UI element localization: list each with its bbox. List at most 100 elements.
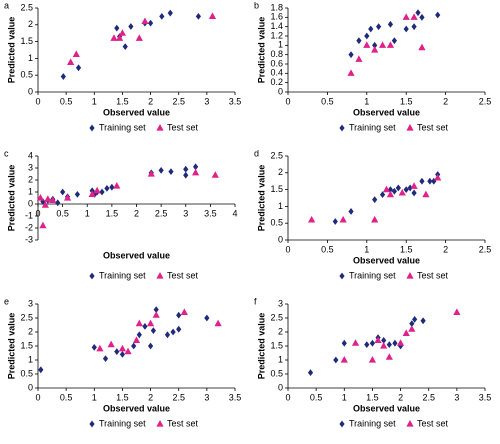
x-axis-title: Observed value xyxy=(103,250,170,260)
y-tick-label: 3 xyxy=(278,298,283,308)
point xyxy=(204,314,210,322)
x-tick-label: 1 xyxy=(92,96,97,106)
point xyxy=(135,319,143,327)
x-tick-label: 3 xyxy=(183,208,188,218)
y-tick-label: 3 xyxy=(28,298,33,308)
point xyxy=(147,19,154,27)
y-tick-label: 2.5 xyxy=(270,312,283,322)
panel-label: f xyxy=(254,296,257,306)
legend-marker xyxy=(339,124,345,132)
x-axis-title: Observed value xyxy=(353,107,420,117)
point xyxy=(333,356,339,364)
point xyxy=(147,170,155,177)
x-tick-label: 2 xyxy=(443,244,448,254)
point xyxy=(114,24,120,32)
panel-label: a xyxy=(4,0,9,10)
point xyxy=(167,9,173,17)
point xyxy=(49,196,57,203)
point xyxy=(63,194,72,201)
point xyxy=(72,50,80,57)
point xyxy=(91,344,97,351)
point xyxy=(60,188,66,196)
legend-label: Training set xyxy=(349,418,396,428)
point xyxy=(183,165,189,173)
point xyxy=(183,171,189,179)
y-tick-label: 2.5 xyxy=(20,2,33,12)
x-tick-label: 1 xyxy=(85,208,90,218)
point xyxy=(364,341,370,348)
point xyxy=(453,308,461,315)
point xyxy=(141,17,149,25)
point xyxy=(180,308,188,315)
point xyxy=(135,34,143,41)
point xyxy=(363,41,371,48)
x-tick-label: 0.5 xyxy=(60,96,73,106)
x-tick-label: 3.5 xyxy=(229,392,242,402)
y-tick-label: 1.5 xyxy=(20,36,33,46)
y-tick-label: 1 xyxy=(278,201,283,211)
point xyxy=(36,194,45,201)
point xyxy=(152,311,160,318)
point xyxy=(381,337,387,344)
y-axis-title: Predicted value xyxy=(6,17,16,84)
x-tick-label: 1.5 xyxy=(116,96,129,106)
point xyxy=(176,325,182,333)
point xyxy=(386,341,392,348)
panel-label: e xyxy=(4,296,9,306)
point xyxy=(122,43,128,51)
point xyxy=(118,344,127,352)
point xyxy=(118,29,127,36)
x-tick-label: 2.5 xyxy=(172,392,185,402)
y-tick-label: 0.5 xyxy=(270,218,283,228)
panel-label: d xyxy=(254,148,259,158)
point xyxy=(340,356,348,363)
y-tick-label: 1.5 xyxy=(20,340,33,350)
point xyxy=(411,23,417,31)
y-tick-label: 0.2 xyxy=(270,77,283,87)
point xyxy=(355,55,363,62)
legend-marker xyxy=(339,420,345,428)
legend-marker xyxy=(89,272,95,280)
point xyxy=(391,37,397,45)
y-axis-title: Predicted value xyxy=(256,313,266,380)
point xyxy=(193,163,199,171)
x-tick-label: 3.5 xyxy=(479,392,492,402)
y-tick-label: 1 xyxy=(28,354,33,364)
point xyxy=(372,196,378,204)
y-axis-title: Predicted value xyxy=(6,165,16,232)
point xyxy=(211,171,219,178)
point xyxy=(431,177,437,185)
x-tick-label: 3 xyxy=(204,96,209,106)
legend-marker xyxy=(406,272,414,279)
x-tick-label: 0 xyxy=(285,392,290,402)
x-tick-label: 0.5 xyxy=(310,392,323,402)
y-axis-title: Predicted value xyxy=(256,17,266,84)
x-tick-label: 2.5 xyxy=(479,96,492,106)
y-tick-label: 2 xyxy=(278,326,283,336)
point xyxy=(418,43,426,51)
y-tick-label: 1 xyxy=(28,186,33,196)
x-tick-label: 0.5 xyxy=(321,244,334,254)
point xyxy=(382,185,391,193)
point xyxy=(142,323,148,330)
x-tick-label: 0 xyxy=(35,208,40,218)
y-tick-label: 1 xyxy=(278,354,283,364)
x-tick-label: 2 xyxy=(148,392,153,402)
point xyxy=(176,311,182,319)
point xyxy=(159,13,165,20)
point xyxy=(402,329,410,336)
y-tick-label: 4 xyxy=(28,150,33,160)
x-tick-label: 2 xyxy=(443,96,448,106)
y-tick-label: 1.8 xyxy=(270,2,283,12)
x-tick-label: 1.5 xyxy=(400,96,413,106)
legend-label: Test set xyxy=(417,270,449,280)
point xyxy=(409,320,415,327)
point xyxy=(371,215,379,223)
point xyxy=(348,208,354,215)
point xyxy=(356,37,362,45)
point xyxy=(387,20,394,28)
point xyxy=(368,356,377,363)
point xyxy=(379,191,386,199)
point xyxy=(376,23,382,31)
